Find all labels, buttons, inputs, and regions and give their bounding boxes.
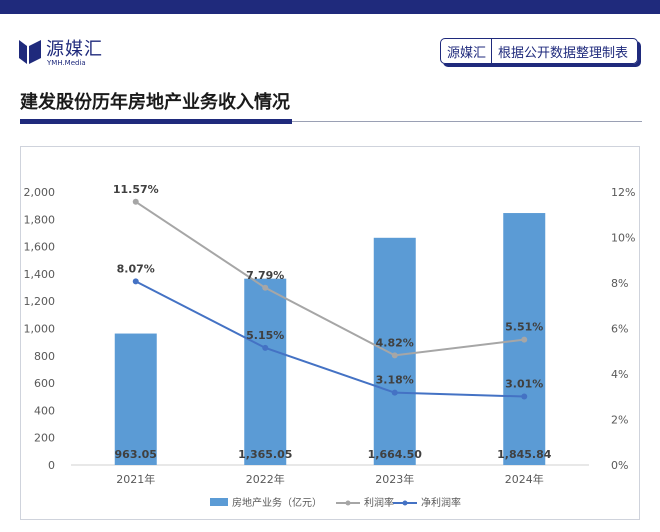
line-net-profit-rate — [135, 280, 525, 398]
bar-data-label: 963.05 — [115, 448, 157, 461]
net-profit-rate-data-label: 5.15% — [246, 329, 284, 342]
net-profit-rate-point — [391, 389, 398, 396]
y-right-tick-label: 8% — [611, 277, 628, 290]
legend-label-net-profit-rate: 净利润率 — [421, 496, 461, 509]
x-category-label: 2024年 — [505, 472, 544, 486]
bar-revenue — [114, 333, 157, 465]
bar-data-label: 1,845.84 — [497, 448, 552, 461]
y-right-tick-label: 2% — [611, 414, 628, 427]
legend-label-profit-rate: 利润率 — [364, 496, 394, 509]
title-accent-bar — [20, 119, 292, 124]
bar-data-label: 1,664.50 — [368, 448, 423, 461]
title-divider — [20, 121, 642, 122]
page-title: 建发股份历年房地产业务收入情况 — [20, 92, 290, 113]
y-left-tick-label: 1,200 — [24, 295, 56, 308]
y-left-tick-label: 0 — [48, 459, 55, 472]
top-banner — [0, 0, 660, 14]
x-category-label: 2023年 — [375, 472, 414, 486]
profit-rate-point — [262, 284, 269, 291]
net-profit-rate-data-label: 3.01% — [505, 378, 543, 391]
source-tag-brand: 源媒汇 — [441, 39, 493, 63]
y-left-tick-label: 800 — [34, 350, 55, 363]
net-profit-rate-point — [521, 393, 528, 400]
bar-revenue — [244, 278, 287, 465]
logo-mark-icon — [19, 40, 41, 64]
bar-data-label: 1,365.05 — [238, 448, 292, 461]
source-tag-text: 根据公开数据整理制表 — [498, 45, 629, 61]
brand-logo: 源媒汇 YMH.Media — [18, 37, 138, 73]
bar-revenue — [373, 237, 416, 465]
x-category-label: 2022年 — [246, 472, 285, 486]
profit-rate-data-label: 4.82% — [376, 336, 414, 349]
net-profit-rate-point — [262, 344, 269, 351]
profit-rate-point — [391, 352, 398, 359]
profit-rate-data-label: 11.57% — [113, 183, 159, 196]
x-category-label: 2021年 — [116, 472, 155, 486]
y-left-tick-label: 2,000 — [24, 186, 56, 199]
line-profit-rate — [135, 200, 525, 357]
y-left-tick-label: 200 — [34, 432, 55, 445]
profit-rate-data-label: 5.51% — [505, 321, 543, 334]
source-tag: 源媒汇 根据公开数据整理制表 — [440, 38, 638, 64]
net-profit-rate-data-label: 3.18% — [376, 374, 414, 387]
y-left-tick-label: 400 — [34, 404, 55, 417]
y-right-tick-label: 10% — [611, 232, 635, 245]
y-left-tick-label: 1,000 — [24, 323, 56, 336]
y-right-tick-label: 0% — [611, 459, 628, 472]
y-left-tick-label: 1,400 — [24, 268, 56, 281]
legend-swatch-revenue — [210, 498, 228, 506]
y-right-tick-label: 4% — [611, 368, 628, 381]
logo-name: 源媒汇 — [46, 39, 103, 60]
profit-rate-point — [521, 336, 528, 343]
y-right-tick-label: 6% — [611, 323, 628, 336]
y-right-tick-label: 12% — [611, 186, 635, 199]
net-profit-rate-data-label: 8.07% — [117, 262, 155, 275]
logo-subtitle: YMH.Media — [47, 59, 86, 67]
profit-rate-data-label: 7.79% — [246, 269, 284, 282]
legend-marker-profit-rate — [345, 500, 351, 506]
net-profit-rate-point — [132, 278, 139, 285]
revenue-chart: 0 200 400 600 800 1,000 1,200 1,400 1,600 1,800 2,… — [24, 183, 636, 509]
chart-frame: 0 200 400 600 800 1,000 1,200 1,400 1,600 1,800 2,… — [20, 146, 640, 520]
y-left-tick-label: 1,600 — [24, 241, 56, 254]
legend-marker-net-profit-rate — [402, 500, 408, 506]
y-left-tick-label: 1,800 — [24, 213, 56, 226]
profit-rate-point — [132, 198, 139, 205]
legend-label-revenue: 房地产业务（亿元） — [232, 496, 322, 509]
y-left-tick-label: 600 — [34, 377, 55, 390]
